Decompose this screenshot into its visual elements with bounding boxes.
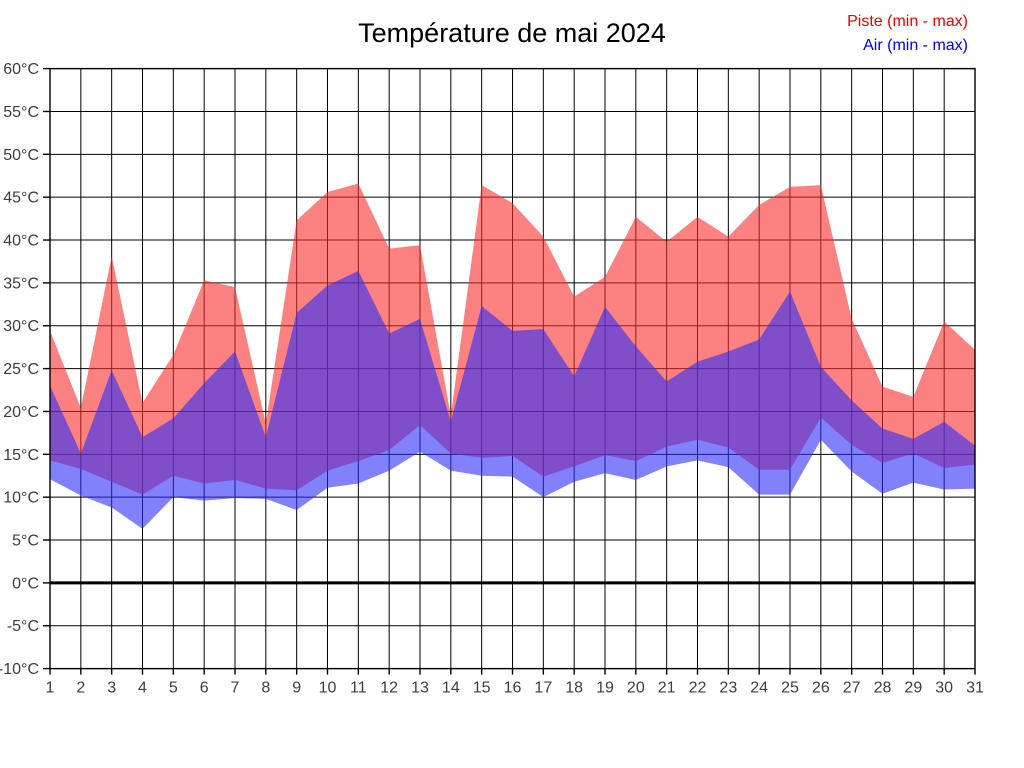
x-tick-label: 30 [935,680,953,697]
x-tick-label: 1 [46,680,55,697]
x-axis-labels: 1 2 3 4 5 6 7 8 9 10 11 12 13 14 15 16 17 18 19 20 21 22 23 24 2… [46,680,984,697]
x-tick-label: 23 [719,680,737,697]
y-tick-label: 10°C [3,490,39,507]
y-tick-label: 35°C [3,275,39,292]
x-tick-label: 13 [411,680,429,697]
x-tick-label: 19 [596,680,614,697]
y-axis-labels: 60°C 55°C 50°C 45°C 40°C 35°C 30°C 25°C 20°C 15°C… [0,61,39,678]
x-tick-label: 17 [534,680,552,697]
x-tick-label: 16 [504,680,522,697]
x-tick-label: 10 [319,680,337,697]
x-tick-label: 5 [169,680,178,697]
x-tick-label: 24 [750,680,768,697]
legend-piste-label: Piste (min - max) [847,13,968,30]
x-tick-label: 20 [627,680,645,697]
x-tick-label: 15 [473,680,491,697]
y-tick-label: 20°C [3,404,39,421]
axis-ticks [43,67,976,675]
x-tick-label: 6 [200,680,209,697]
x-tick-label: 26 [812,680,830,697]
y-tick-label: 60°C [3,61,39,78]
x-tick-label: 11 [350,680,367,697]
x-tick-label: 12 [380,680,398,697]
x-tick-label: 21 [658,680,676,697]
y-tick-label: 0°C [12,575,39,592]
x-tick-label: 27 [843,680,861,697]
chart-legend: Piste (min - max) Air (min - max) [847,10,968,58]
legend-item-piste: Piste (min - max) [847,10,968,34]
x-tick-label: 29 [904,680,922,697]
x-tick-label: 14 [442,680,460,697]
y-tick-label: 40°C [3,233,39,250]
y-tick-label: 45°C [3,190,39,207]
y-tick-label: 50°C [3,147,39,164]
x-tick-label: 18 [565,680,583,697]
x-tick-label: 28 [874,680,892,697]
legend-item-air: Air (min - max) [847,34,968,58]
y-tick-label: 30°C [3,318,39,335]
x-tick-label: 3 [107,680,116,697]
legend-air-label: Air (min - max) [863,37,968,54]
y-tick-label: -10°C [0,661,39,678]
y-tick-label: 55°C [3,104,39,121]
y-tick-label: -5°C [7,618,39,635]
x-tick-label: 8 [261,680,270,697]
x-tick-label: 7 [231,680,240,697]
y-tick-label: 15°C [3,447,39,464]
x-tick-label: 22 [689,680,707,697]
y-tick-label: 25°C [3,361,39,378]
x-tick-label: 25 [781,680,799,697]
x-tick-label: 31 [966,680,984,697]
x-tick-label: 2 [76,680,85,697]
y-tick-label: 5°C [12,533,39,550]
x-tick-label: 9 [292,680,301,697]
chart-title: Température de mai 2024 [358,18,666,48]
x-tick-label: 4 [138,680,147,697]
air-band-area [50,270,975,529]
